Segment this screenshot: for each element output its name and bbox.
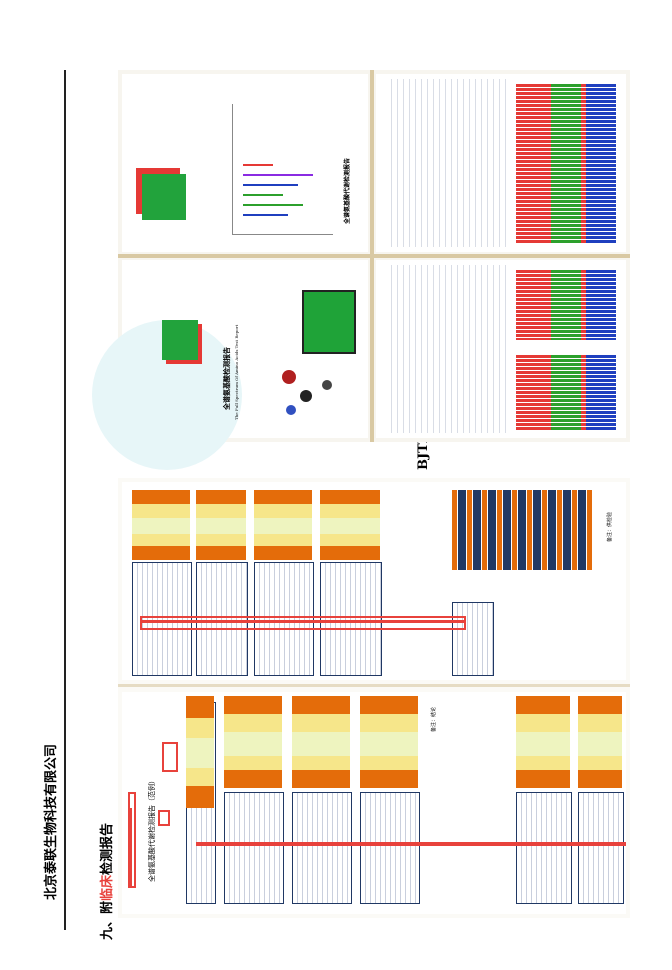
section-suffix: 检测报告 [100, 822, 115, 875]
clinical2-chart-col-3 [254, 490, 312, 560]
clinical-divider [118, 684, 630, 687]
cover-page-front: 全谱氨基酸检测报告 The Full Spectrum Of Amino Aci… [92, 260, 368, 470]
clinical-chart-col-1 [186, 696, 214, 808]
section-highlight: 临床 [100, 874, 115, 901]
cover-page-chart: 全谱氨基酸代谢检测报告 [122, 74, 368, 252]
clinical-table-col-3 [292, 792, 352, 904]
highlight-info-box [162, 742, 178, 772]
molecule-image [272, 270, 362, 430]
clinical2-table-small [452, 602, 494, 676]
clinical-report-panel: 全谱氨基酸代谢检测报告（范例） [118, 478, 630, 918]
clinical-table-col-2 [224, 792, 284, 904]
cover-subtitle: The Full Spectrum Of Amino Acids Test Re… [234, 324, 239, 420]
clinical2-note: 备注：供检验 [607, 511, 613, 542]
clinical-table-col-5 [516, 792, 572, 904]
clinical-chart-col-2 [224, 696, 282, 788]
clinical-chart-col-5 [516, 696, 570, 788]
results-table-lines-2 [386, 79, 506, 247]
clinical2-chart-small [452, 490, 592, 570]
clinical-table-col-4 [360, 792, 420, 904]
cover-title: 全谱氨基酸检测报告 [222, 347, 231, 410]
cover-green-block-2 [142, 174, 186, 220]
clinical-note-left: 备注：结论 [431, 706, 437, 732]
highlight-rail-top-box [140, 616, 466, 630]
highlight-vertical-marker [128, 808, 132, 888]
cover-green-block [162, 320, 198, 360]
results-page-1 [376, 260, 626, 438]
results-table-lines [386, 265, 506, 433]
clinical-page-title: 全谱氨基酸代谢检测报告（范例） [148, 777, 156, 882]
highlight-rail-top [140, 620, 466, 623]
company-name: 北京泰联生物科技有限公司 [44, 743, 59, 900]
report-scan-panel: 全谱氨基酸检测报告 The Full Spectrum Of Amino Aci… [92, 70, 630, 470]
panel-divider-horizontal [118, 254, 630, 258]
clinical-chart-col-6 [578, 696, 622, 788]
highlight-rail-bottom [196, 842, 626, 846]
section-heading: 九、附临床检测报告 [96, 823, 115, 940]
clinical2-chart-col-4 [320, 490, 380, 560]
chart-page-title: 全谱氨基酸代谢检测报告 [344, 157, 351, 224]
clinical2-table-col-4 [320, 562, 382, 676]
header-rule [64, 70, 66, 930]
clinical-chart-col-4 [360, 696, 418, 788]
clinical2-table-col-1 [132, 562, 192, 676]
results-bars-1 [516, 270, 616, 340]
results-page-2 [376, 74, 626, 252]
spectrum-chart [232, 104, 333, 235]
highlight-small-box [158, 810, 170, 826]
clinical-page-right: 备注：供检验 [122, 482, 626, 680]
clinical-table-col-6 [578, 792, 624, 904]
results-bars-2 [516, 355, 616, 430]
section-prefix: 九、附 [100, 900, 115, 940]
clinical-chart-col-3 [292, 696, 350, 788]
clinical2-table-col-2 [196, 562, 248, 676]
clinical2-chart-col-1 [132, 490, 190, 560]
clinical-page-left: 全谱氨基酸代谢检测报告（范例） [122, 692, 626, 914]
clinical2-chart-col-2 [196, 490, 246, 560]
results-bars-3 [516, 84, 616, 244]
clinical2-table-col-3 [254, 562, 314, 676]
